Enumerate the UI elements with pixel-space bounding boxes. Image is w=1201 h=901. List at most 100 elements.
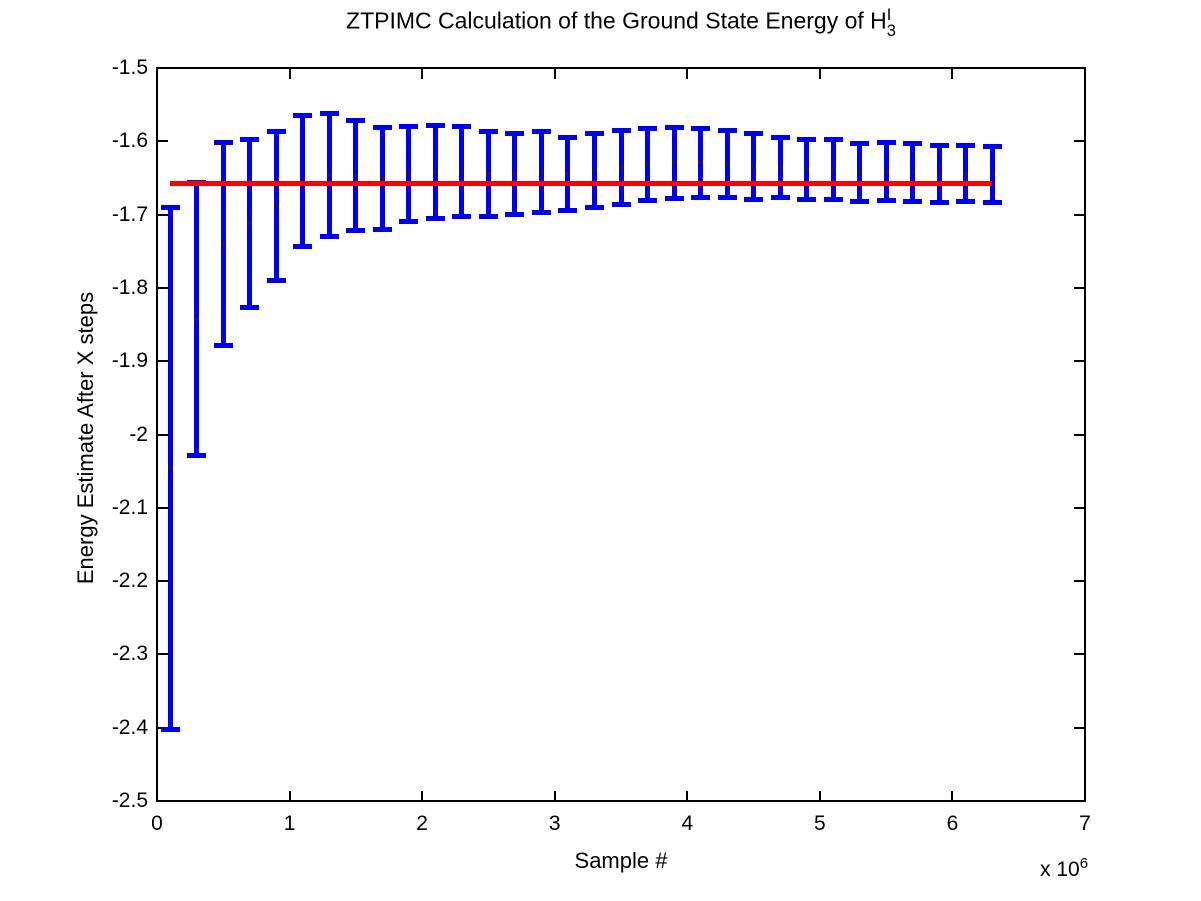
y-tick-right <box>1074 67 1084 69</box>
data-point-marker <box>778 166 782 170</box>
x-axis-label: Sample # <box>574 848 668 873</box>
error-bar-cap-bottom <box>505 212 525 218</box>
error-bar-cap-top <box>531 129 551 135</box>
error-bar-cap-top <box>664 124 684 130</box>
chart-title-text: ZTPIMC Calculation of the Ground State E… <box>346 7 887 34</box>
data-point-marker <box>407 172 411 176</box>
x-tick-label: 1 <box>283 812 296 835</box>
error-bar-cap-bottom <box>876 198 896 204</box>
error-bar-cap-top <box>558 135 578 141</box>
error-bar-cap-bottom <box>611 201 631 207</box>
y-tick <box>158 67 168 69</box>
x-tick-top <box>156 69 158 79</box>
y-tick-label: -1.8 <box>111 275 148 299</box>
error-bar-cap-top <box>372 124 392 130</box>
y-tick-right <box>1074 580 1084 583</box>
y-tick-label: -2.5 <box>111 789 148 812</box>
error-bar-cap-bottom <box>346 228 366 234</box>
error-bar-cap-bottom <box>372 226 392 232</box>
error-bar-cap-top <box>956 143 976 149</box>
error-bar-cap-bottom <box>213 343 233 349</box>
y-tick-label: -1.6 <box>111 129 148 153</box>
data-point-marker <box>513 172 517 176</box>
error-bar-cap-top <box>266 129 286 135</box>
y-tick-right <box>1074 433 1084 436</box>
data-point-marker <box>433 170 437 174</box>
error-bar-cap-top <box>850 140 870 146</box>
error-bar-cap-top <box>982 143 1002 149</box>
y-tick-label: -1.9 <box>111 349 148 373</box>
y-tick-label: -2.2 <box>111 569 148 593</box>
y-tick <box>158 506 168 509</box>
error-bar-cap-top <box>160 204 180 210</box>
x-tick-label: 7 <box>1079 812 1091 835</box>
y-tick-right <box>1074 800 1084 802</box>
error-bar-cap-bottom <box>293 244 313 250</box>
error-bar-cap-bottom <box>797 196 817 202</box>
error-bar-cap-top <box>399 124 419 130</box>
y-tick-right <box>1074 506 1084 509</box>
error-bar-cap-bottom <box>399 219 419 225</box>
y-tick-label: -2.3 <box>111 642 148 666</box>
data-point-marker <box>884 169 888 173</box>
x-tick-label: 0 <box>151 812 163 835</box>
data-point-marker <box>805 167 809 171</box>
x-tick-top <box>1084 69 1086 79</box>
error-bar-cap-top <box>770 135 790 141</box>
error-bar-cap-bottom <box>160 726 180 732</box>
x-tick <box>156 791 158 801</box>
y-tick <box>158 213 168 216</box>
error-bar-cap-bottom <box>717 195 737 201</box>
data-point-marker <box>725 162 729 166</box>
x-axis-multiplier-exponent: 6 <box>1079 855 1089 872</box>
x-tick-label: 2 <box>416 812 428 835</box>
error-bar-cap-top <box>903 140 923 146</box>
error-bar-cap-top <box>240 136 260 142</box>
data-point-marker <box>486 172 490 176</box>
data-point-marker <box>911 170 915 174</box>
x-tick-top <box>686 69 689 79</box>
error-bar-cap-bottom <box>744 196 764 202</box>
x-tick-top <box>421 69 424 79</box>
error-bar-cap-top <box>425 123 445 129</box>
y-tick <box>158 433 168 436</box>
error-bar-cap-top <box>346 117 366 123</box>
data-point-marker <box>195 317 199 321</box>
error-bar-cap-bottom <box>956 198 976 204</box>
x-tick <box>1084 791 1086 801</box>
data-point-marker <box>752 164 756 168</box>
error-bar-cap-top <box>929 143 949 149</box>
error-bar-cap-bottom <box>664 195 684 201</box>
x-tick-top <box>818 69 821 79</box>
error-bar-cap-top <box>505 130 525 136</box>
y-tick <box>158 800 168 802</box>
x-tick <box>553 791 556 801</box>
error-bar-cap-top <box>638 125 657 131</box>
y-tick-label: -2 <box>129 422 148 446</box>
x-tick-label: 5 <box>814 812 826 835</box>
y-tick <box>158 653 168 656</box>
error-bar-cap-top <box>452 124 472 130</box>
error-bar-cap-bottom <box>903 198 923 204</box>
data-point-marker <box>831 168 835 172</box>
data-point-marker <box>168 466 172 470</box>
x-tick-top <box>553 69 556 79</box>
error-bar-cap-top <box>691 125 711 131</box>
x-tick <box>421 791 424 801</box>
y-tick-label: -1.5 <box>111 56 148 79</box>
y-tick-right <box>1074 726 1084 729</box>
error-bar-cap-top <box>213 140 233 146</box>
data-point-marker <box>592 168 596 172</box>
data-point-marker <box>274 204 278 208</box>
x-tick <box>686 791 689 801</box>
error-bar-cap-bottom <box>531 209 551 215</box>
error-bar-cap-bottom <box>823 197 843 203</box>
x-tick-label: 3 <box>548 812 561 835</box>
data-point-marker <box>672 161 676 165</box>
reference-line <box>170 180 993 186</box>
y-tick <box>158 140 168 143</box>
error-bar-cap-bottom <box>929 200 949 206</box>
x-tick-top <box>288 69 291 79</box>
data-point-marker <box>646 162 649 166</box>
